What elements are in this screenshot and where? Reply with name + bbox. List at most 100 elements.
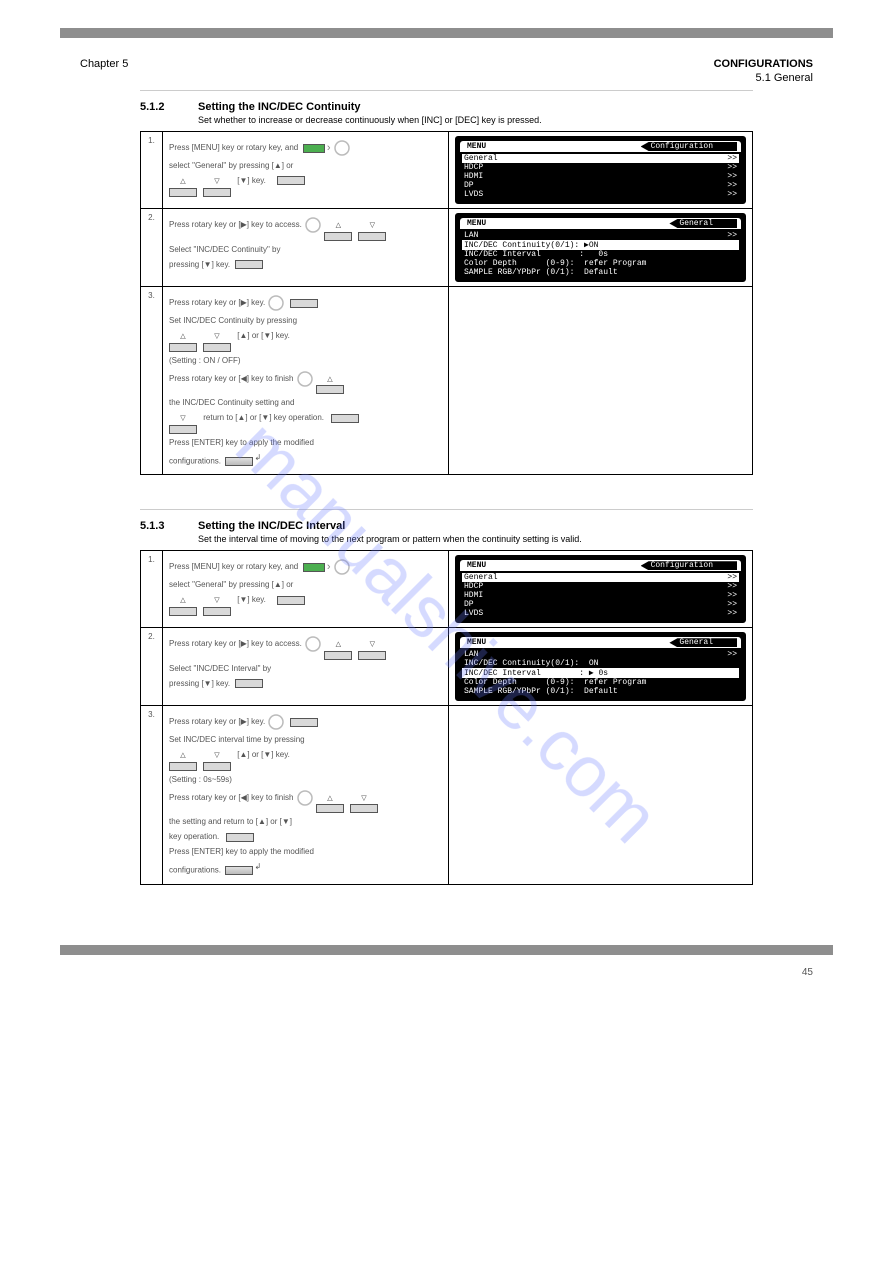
chapter-label: Chapter 5 [80,58,128,70]
menu-row: SAMPLE RGB/YPbPr (0/1): Default [462,268,739,277]
menu-display: MENUConfiguration General>>HDCP>>HDMI>>D… [455,136,746,204]
enter-arrow-icon: ↲ [254,862,261,871]
section-interval: 5.1.3 Setting the INC/DEC Interval Set t… [140,509,753,885]
step-instruction: Press rotary key or [▶] key. Set INC/DEC… [163,287,449,475]
down-icon: ▽ [203,177,231,188]
page-subheader: 5.1 General [80,72,813,84]
section-num: 5.1.2 [140,101,178,113]
down-icon: ▽ [203,596,231,607]
section-desc: Set whether to increase or decrease cont… [198,115,753,125]
key-icon [358,651,386,660]
step-instruction: Press [MENU] key or rotary key, and › se… [163,551,449,628]
menu-label: MENU [464,219,489,228]
instr-text: Press [MENU] key or rotary key, and [169,562,298,571]
steps-table: 1. Press [MENU] key or rotary key, and ›… [140,131,753,475]
instr-text: Press rotary key or [▶] key. [169,298,265,307]
key-icon [316,804,344,813]
key-icon [331,414,359,423]
arrow-right-icon: › [327,140,331,157]
menu-row: LAN>> [462,231,739,240]
instr-text: [▼] key. [237,176,266,185]
menu-display: MENU General LAN>>INC/DEC Continuity(0/1)… [455,213,746,282]
menu-row: INC/DEC Interval : ▶ 0s [462,668,739,678]
instr-text: key operation. [169,832,219,841]
key-icon [235,260,263,269]
key-icon [169,188,197,197]
instr-text: Select "INC/DEC Interval" by [169,664,271,673]
instr-text: Press rotary key or [◀] key to finish [169,374,293,383]
menu-label: MENU [464,142,489,151]
step-display: MENUGeneral LAN>>INC/DEC Continuity(0/1)… [449,628,753,706]
chapter-title: CONFIGURATIONS [714,58,813,70]
step-number: 3. [141,706,163,885]
section-desc: Set the interval time of moving to the n… [198,534,753,544]
step-display [449,287,753,475]
enter-arrow-icon: ↲ [254,453,261,462]
page-header: Chapter 5 CONFIGURATIONS [80,58,813,70]
instr-text: the setting and return to [▲] or [▼] [169,817,292,826]
step-instruction: Press [MENU] key or rotary key, and › se… [163,132,449,209]
table-row: 2. Press rotary key or [▶] key to access… [141,628,753,706]
key-icon [324,651,352,660]
instr-text: Press rotary key or [▶] key to access. [169,220,302,229]
up-icon: △ [324,221,352,232]
menu-title: General [669,219,737,228]
section-num: 5.1.3 [140,520,178,532]
enter-key-icon [225,457,253,466]
instr-text: [▲] or [▼] key. [237,750,290,759]
section-continuity: 5.1.2 Setting the INC/DEC Continuity Set… [140,90,753,475]
instr-text: Press [MENU] key or rotary key, and [169,143,298,152]
chapter-sub: 5.1 General [756,72,813,84]
instr-text: Press rotary key or [▶] key. [169,717,265,726]
up-icon: △ [169,751,197,762]
bottom-bar [60,945,833,955]
key-icon [203,188,231,197]
step-instruction: Press rotary key or [▶] key. Set INC/DEC… [163,706,449,885]
key-icon [203,607,231,616]
menu-row: INC/DEC Continuity(0/1): ▶ON [462,240,739,250]
rotary-icon [267,294,285,312]
table-row: 1. Press [MENU] key or rotary key, and ›… [141,551,753,628]
menu-row: LVDS>> [462,609,739,618]
key-icon [169,607,197,616]
up-icon: △ [324,640,352,651]
step-display: MENUConfiguration General>>HDCP>>HDMI>>D… [449,551,753,628]
table-row: 1. Press [MENU] key or rotary key, and ›… [141,132,753,209]
instr-text: [▼] key. [237,595,266,604]
instr-text: the INC/DEC Continuity setting and [169,398,294,407]
section-title: Setting the INC/DEC Interval [198,520,345,532]
key-icon [169,762,197,771]
section-title: Setting the INC/DEC Continuity [198,101,361,113]
step-number: 2. [141,209,163,287]
rotary-icon [267,713,285,731]
key-icon [169,425,197,434]
down-icon: ▽ [358,640,386,651]
rotary-icon [304,216,322,234]
menu-display: MENUConfiguration General>>HDCP>>HDMI>>D… [455,555,746,623]
menu-row: Color Depth (0-9): refer Program [462,678,739,687]
instr-text: configurations. [169,456,221,465]
key-icon [203,343,231,352]
up-icon: △ [169,596,197,607]
instr-text: Set INC/DEC interval time by pressing [169,735,305,744]
instr-text: Press [ENTER] key to apply the modified [169,438,314,447]
menu-row: SAMPLE RGB/YPbPr (0/1): Default [462,687,739,696]
menu-key-icon [303,144,325,153]
instr-text: Press rotary key or [▶] key to access. [169,639,302,648]
key-icon [290,718,318,727]
menu-row: INC/DEC Continuity(0/1): ON [462,659,739,668]
key-icon [203,762,231,771]
step-instruction: Press rotary key or [▶] key to access. △… [163,209,449,287]
key-icon [316,385,344,394]
instr-text: select "General" by pressing [▲] or [169,580,293,589]
down-icon: ▽ [358,221,386,232]
rotary-icon [333,139,351,157]
key-icon [235,679,263,688]
instr-text: Set INC/DEC Continuity by pressing [169,316,297,325]
instr-text: [▲] or [▼] key. [237,331,290,340]
menu-row: HDMI>> [462,591,739,600]
up-icon: △ [169,177,197,188]
menu-row: LAN>> [462,650,739,659]
menu-title: Configuration [641,142,737,151]
enter-key-icon [225,866,253,875]
